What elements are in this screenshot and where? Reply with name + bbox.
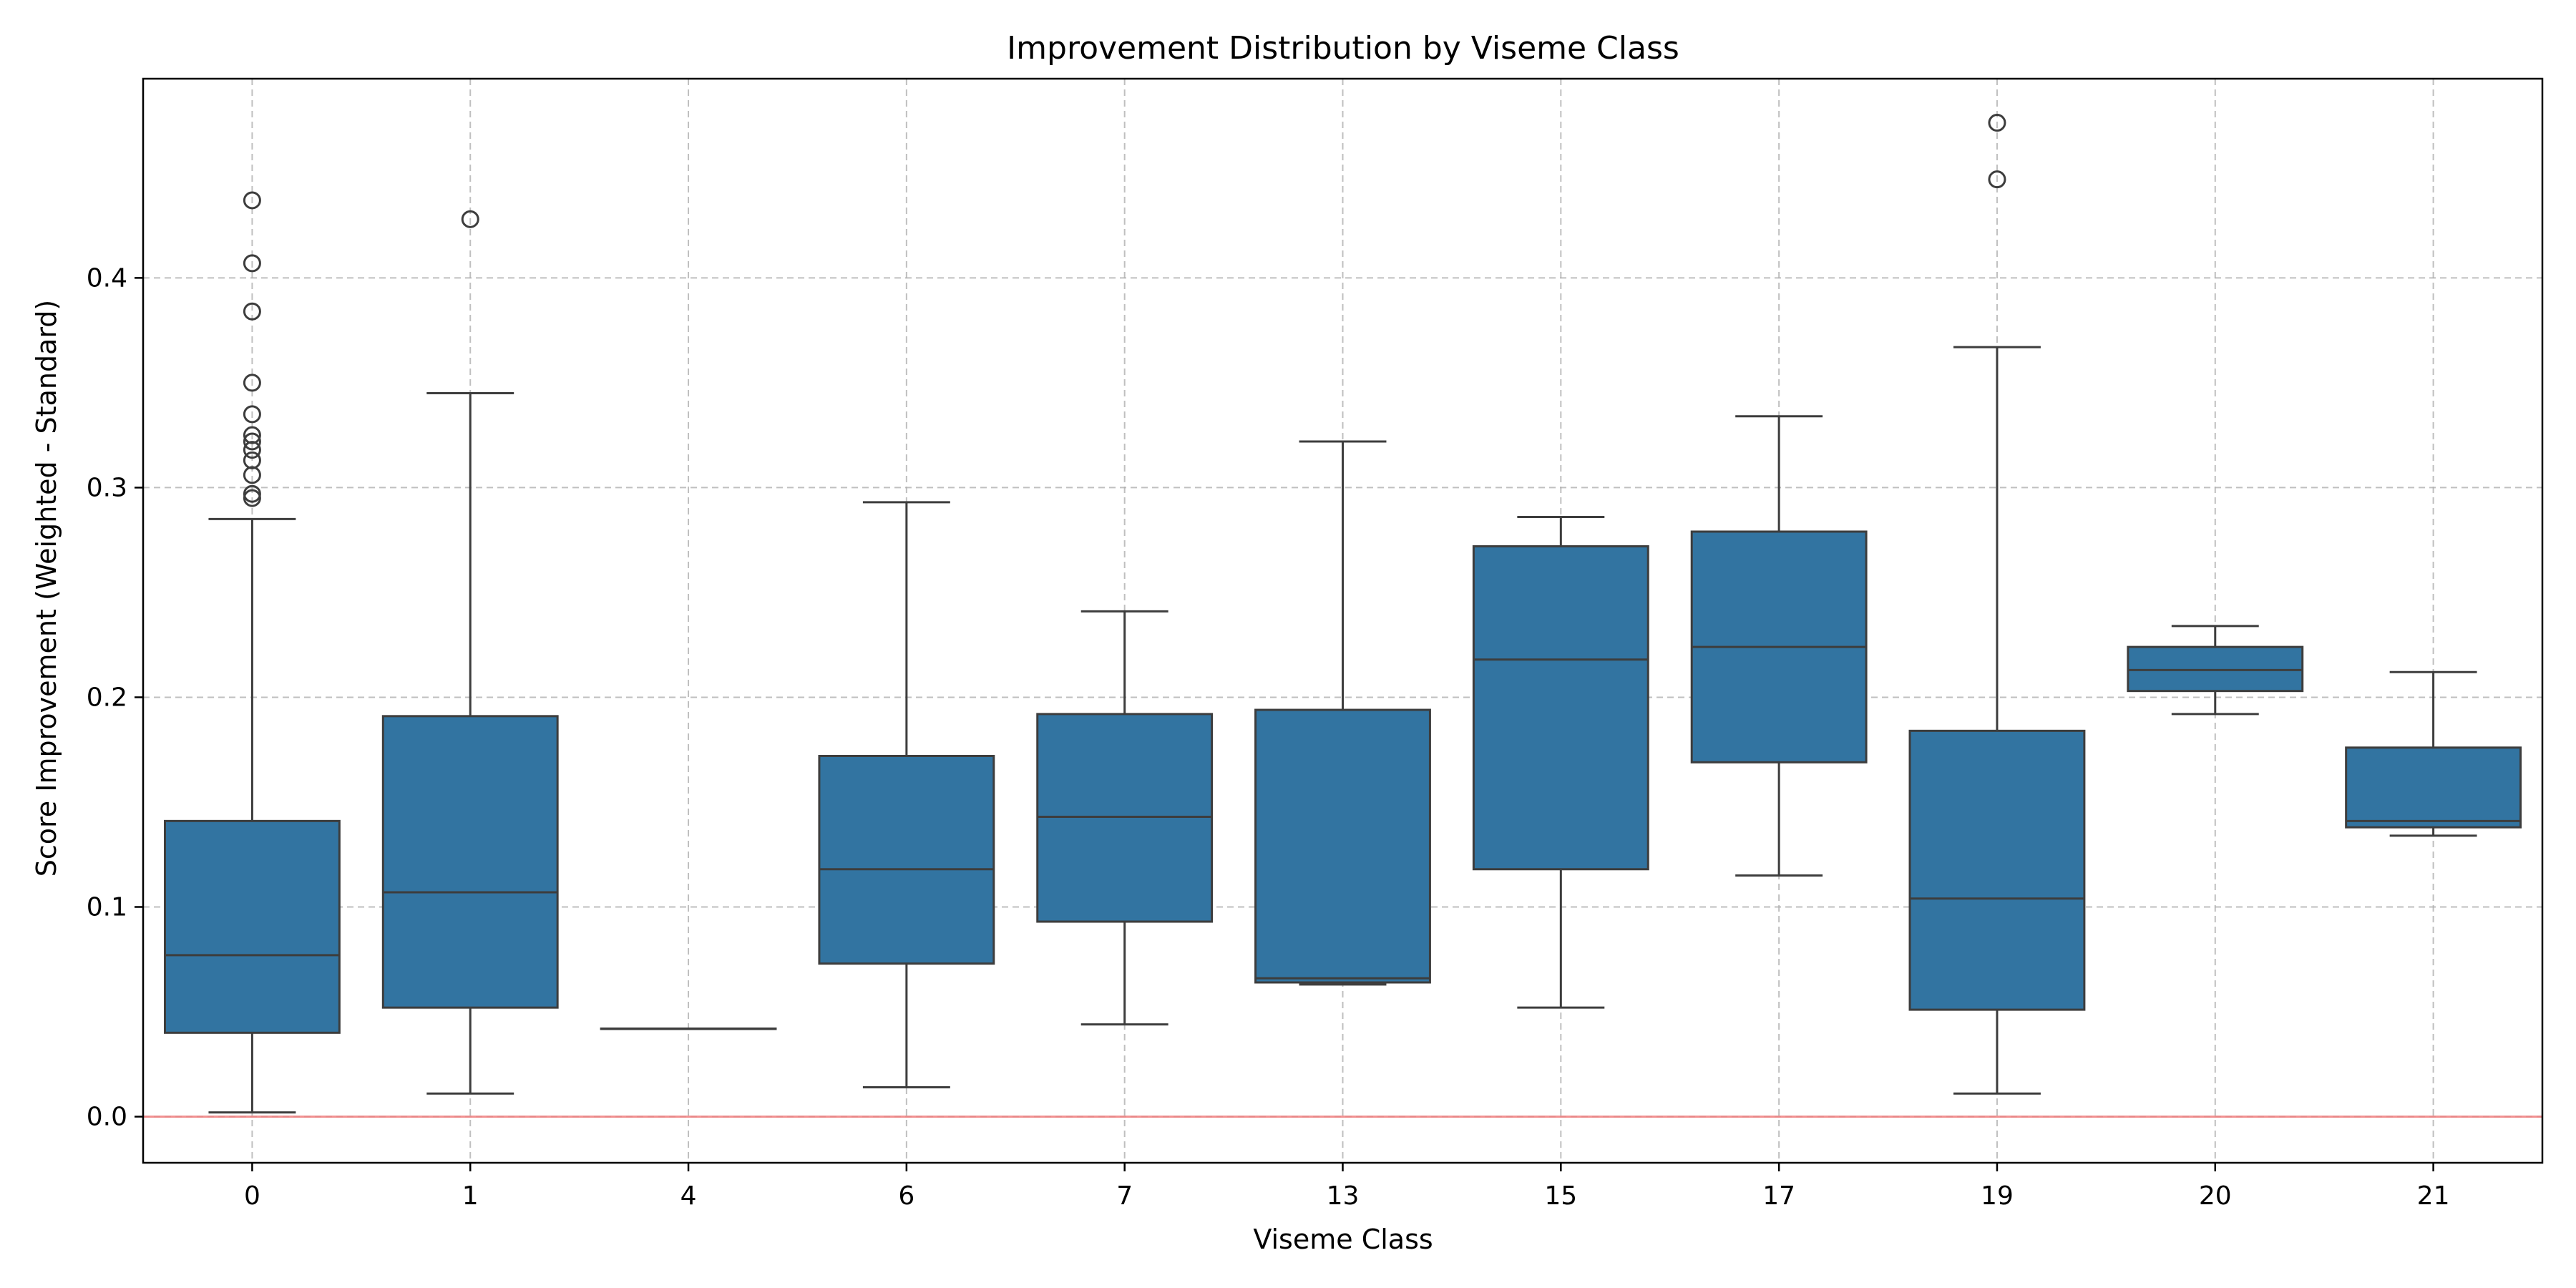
box-category-6 (818, 501, 995, 1089)
outlier-point (243, 484, 261, 503)
x-tick-label: 19 (1981, 1181, 2014, 1211)
outlier-point (243, 432, 261, 451)
outlier-point (243, 451, 261, 469)
box-category-20 (2127, 625, 2304, 716)
iqr-box (381, 715, 559, 1009)
outlier-point (1988, 170, 2006, 189)
box-category-17 (1690, 415, 1868, 877)
box-category-19 (1908, 114, 2086, 1095)
x-tick-label: 1 (462, 1181, 479, 1211)
ticks-layer: 0.0 0.1 0.2 0.3 0.4 0 1 4 6 7 13 15 17 19 20 21 (87, 263, 2450, 1211)
box-category-15 (1472, 515, 1649, 1009)
x-tick-label: 7 (1116, 1181, 1133, 1211)
y-tick-label: 0.1 (87, 892, 127, 922)
x-tick-label: 0 (244, 1181, 260, 1211)
boxes-layer (163, 114, 2522, 1114)
outlier-point (243, 405, 261, 424)
iqr-box (818, 755, 995, 965)
x-tick-label: 15 (1544, 1181, 1577, 1211)
chart-title: Improvement Distribution by Viseme Class (1007, 30, 1679, 67)
box-category-7 (1036, 610, 1214, 1026)
box-category-13 (1254, 440, 1431, 986)
x-tick-label: 13 (1327, 1181, 1360, 1211)
x-tick-label: 17 (1762, 1181, 1795, 1211)
y-tick-label: 0.3 (87, 473, 127, 502)
outlier-point (243, 302, 261, 321)
outlier-point (461, 210, 479, 228)
y-tick-label: 0.0 (87, 1103, 127, 1132)
y-tick-label: 0.4 (87, 263, 127, 293)
iqr-box (1472, 545, 1649, 871)
x-tick-label: 20 (2199, 1181, 2232, 1211)
x-tick-label: 6 (898, 1181, 914, 1211)
outlier-point (243, 191, 261, 210)
box-category-4 (600, 1027, 777, 1030)
outlier-point (243, 254, 261, 273)
iqr-box (1908, 729, 2086, 1011)
y-tick-label: 0.2 (87, 683, 127, 712)
x-tick-label: 4 (680, 1181, 697, 1211)
x-axis-label: Viseme Class (1253, 1224, 1433, 1255)
iqr-box (1254, 708, 1431, 984)
x-tick-label: 21 (2417, 1181, 2450, 1211)
iqr-box (163, 819, 341, 1034)
box-category-21 (2345, 670, 2522, 837)
box-category-1 (381, 210, 559, 1095)
y-axis-label: Score Improvement (Weighted - Standard) (31, 300, 62, 877)
outlier-point (243, 374, 261, 392)
box-category-0 (163, 191, 341, 1114)
outlier-point (243, 426, 261, 444)
outlier-point (1988, 114, 2006, 132)
iqr-box (2345, 746, 2522, 829)
